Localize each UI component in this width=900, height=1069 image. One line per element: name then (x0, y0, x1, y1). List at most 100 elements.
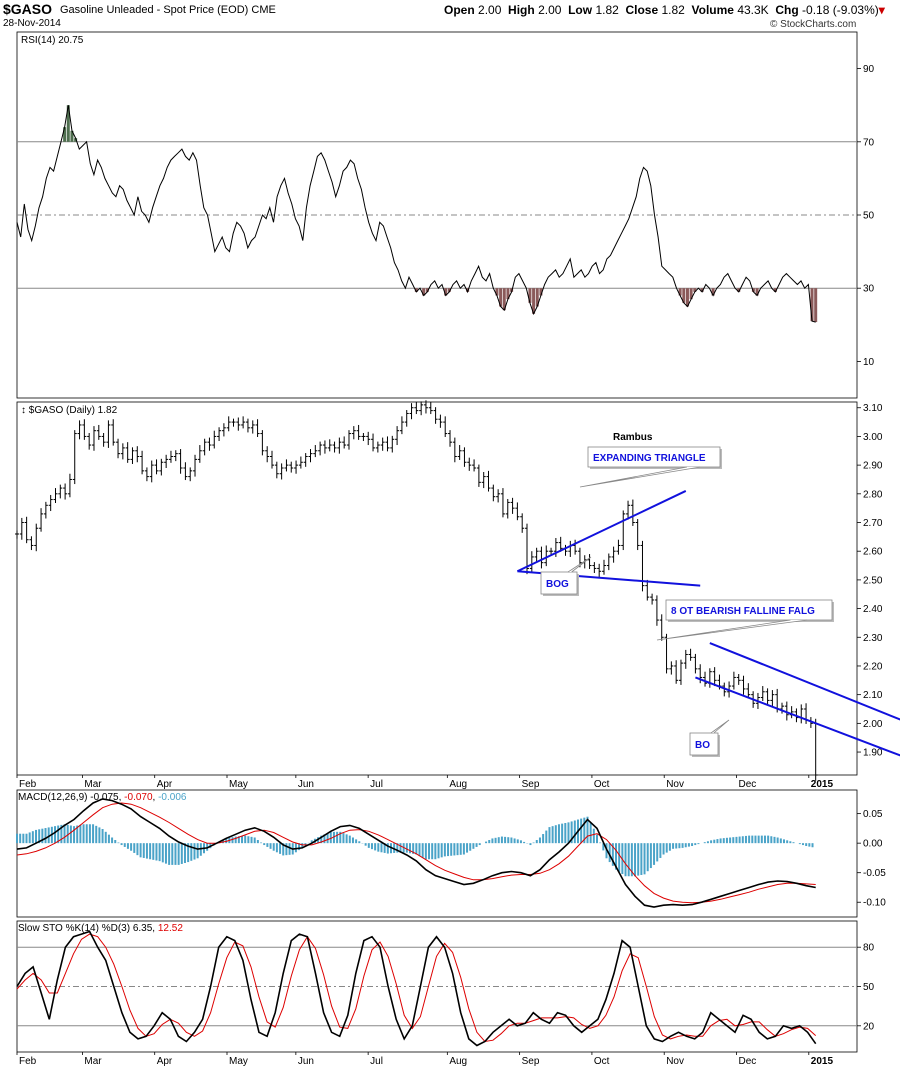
price-bar (573, 539, 578, 555)
price-bar (207, 437, 212, 451)
price-bar (380, 437, 385, 451)
sto-y-tick-label: 50 (863, 982, 875, 993)
bo-callout: BO (689, 719, 730, 757)
price-y-tick-label: 2.70 (863, 518, 883, 529)
instrument-name: Gasoline Unleaded - Spot Price (EOD) CME (60, 4, 276, 16)
sto-y-tick-label: 80 (863, 943, 875, 954)
price-bar (789, 706, 794, 719)
price-bar (308, 449, 313, 463)
price-bar (303, 453, 308, 467)
price-bar (539, 546, 544, 569)
price-x-month-label: Jul (370, 779, 383, 790)
price-x-month-label: Nov (666, 779, 684, 790)
price-bar (173, 450, 178, 462)
price-bar (48, 494, 53, 512)
price-bar (760, 686, 765, 701)
price-bar (197, 445, 202, 463)
price-x-month-label: Mar (84, 779, 102, 790)
macd-legend-value: MACD(12,26,9) -0.075, (18, 792, 124, 803)
price-bar (606, 553, 611, 571)
price-bar (236, 417, 241, 431)
price-bar (96, 424, 101, 440)
flag-callout-pointer (656, 619, 808, 641)
price-bar (515, 502, 520, 521)
price-bar (241, 416, 246, 429)
ticker-symbol: $GASO (3, 1, 53, 17)
rsi-legend: RSI(14) 20.75 (21, 35, 84, 46)
macd-y-tick-label: -0.05 (863, 868, 886, 879)
sto-x-month-label: Aug (449, 1056, 467, 1067)
expanding-triangle-callout-pointer (579, 466, 701, 488)
price-bar (563, 544, 568, 556)
price-bar (279, 463, 284, 480)
price-bar (77, 420, 82, 440)
macd-frame (16, 789, 858, 918)
sto-x-month-label: May (229, 1056, 248, 1067)
price-bar (496, 489, 501, 503)
bog-callout-text: BOG (546, 579, 569, 590)
price-bar (58, 484, 63, 499)
price-bar (438, 414, 443, 428)
price-bar (467, 457, 472, 471)
price-y-tick-label: 2.50 (863, 575, 883, 586)
price-bar (683, 649, 688, 669)
price-panel: 1.90 2.00 2.10 2.20 2.30 2.40 2.50 2.60 2.70 2.80… (15, 400, 883, 781)
price-bar (34, 523, 39, 552)
price-bar (183, 462, 188, 481)
price-x-month-label: Apr (157, 779, 173, 790)
expanding-triangle-callout-text: EXPANDING TRIANGLE (593, 453, 706, 464)
price-bar (284, 459, 289, 472)
price-bar (703, 671, 708, 687)
macd-panel: 0.05 0.00 -0.05 -0.10 MACD(12,26,9) -0.075, … (16, 789, 886, 918)
price-bar (43, 501, 48, 519)
price-y-tick-label: 2.90 (863, 461, 883, 472)
price-bar (72, 430, 77, 485)
price-bar (351, 426, 356, 440)
price-bar (226, 416, 231, 432)
sto-d-line (16, 933, 817, 1043)
price-bar (29, 536, 34, 551)
price-bar (337, 437, 342, 454)
bo-callout-text: BO (695, 740, 710, 751)
price-bar (616, 539, 621, 555)
price-bar (318, 441, 323, 456)
price-bar (650, 593, 655, 605)
price-bar (193, 454, 198, 477)
sto-legend-k: Slow STO %K(14) %D(3) 6.35, (18, 923, 158, 934)
price-bar (313, 445, 318, 458)
price-bar (601, 559, 606, 575)
price-bar (250, 420, 255, 434)
price-x-month-label: Aug (449, 779, 467, 790)
price-bar (654, 595, 659, 626)
price-bar (395, 426, 400, 446)
price-bar (255, 419, 260, 438)
price-bar (597, 563, 602, 578)
price-bar (87, 432, 92, 450)
sto-legend-d: 12.52 (158, 923, 183, 934)
flag-callout-box (665, 599, 833, 621)
price-x-month-label: 2015 (811, 779, 834, 790)
price-bar (217, 427, 222, 442)
bo-callout-pointer (710, 719, 730, 734)
price-bar (188, 467, 193, 482)
price-bar (428, 402, 433, 415)
price-bar (534, 547, 539, 562)
price-bar (274, 461, 279, 479)
sto-legend: Slow STO %K(14) %D(3) 6.35, 12.52 (18, 923, 183, 934)
price-bar (746, 683, 751, 699)
sto-k-line (16, 930, 817, 1047)
price-bar (366, 431, 371, 446)
price-bar (116, 438, 121, 459)
sto-x-month-label: Feb (19, 1056, 37, 1067)
price-bar (371, 433, 376, 452)
rsi-y-tick-label: 90 (863, 64, 875, 75)
price-bar (448, 430, 453, 447)
macd-y-tick-label: 0.00 (863, 839, 883, 850)
price-bar (784, 701, 789, 721)
price-bar (476, 464, 481, 487)
flag-upper-line (709, 642, 900, 721)
sto-x-month-label: Apr (157, 1056, 173, 1067)
price-bar (178, 449, 183, 474)
rsi-y-tick-label: 30 (863, 284, 875, 295)
price-bar (39, 508, 44, 532)
